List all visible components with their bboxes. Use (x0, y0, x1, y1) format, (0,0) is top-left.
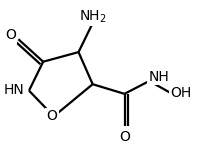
Text: NH: NH (148, 70, 168, 84)
Text: OH: OH (170, 86, 191, 100)
Text: O: O (119, 130, 129, 144)
Text: O: O (5, 28, 16, 42)
Text: HN: HN (4, 83, 24, 97)
Text: O: O (46, 109, 57, 123)
Text: NH$_2$: NH$_2$ (78, 9, 106, 25)
